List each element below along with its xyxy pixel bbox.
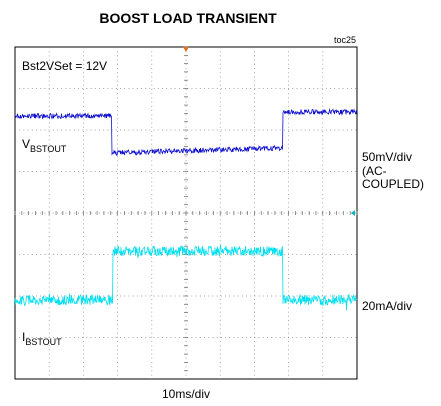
trace-label: IBSTOUT xyxy=(22,330,62,347)
scale-label: 50mV/div xyxy=(362,150,412,164)
scale-label: COUPLED) xyxy=(362,177,424,191)
trace-label: VBSTOUT xyxy=(22,137,67,154)
trace xyxy=(14,244,358,311)
figure-id: toc25 xyxy=(334,35,356,45)
scale-label: (AC- xyxy=(362,164,387,178)
traces xyxy=(14,108,358,311)
grid xyxy=(14,46,358,379)
time-scale: 10ms/div xyxy=(162,387,210,401)
setting-label: Bst2VSet = 12V xyxy=(22,59,107,73)
title: BOOST LOAD TRANSIENT xyxy=(99,10,277,26)
scale-label: 20mA/div xyxy=(362,299,412,313)
trace xyxy=(14,108,357,156)
level-marker xyxy=(351,210,355,216)
trigger-marker xyxy=(183,47,189,52)
